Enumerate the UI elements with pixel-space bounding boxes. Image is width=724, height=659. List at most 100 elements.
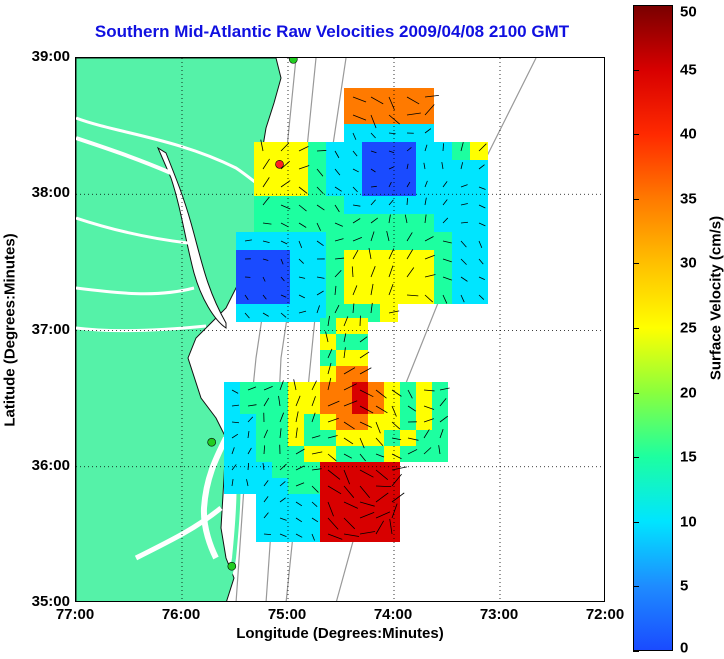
velocity-arrow — [327, 377, 332, 391]
velocity-arrow — [407, 449, 418, 455]
velocity-arrow — [391, 389, 402, 397]
velocity-arrow — [375, 405, 388, 414]
velocity-arrow — [370, 283, 374, 296]
y-tick-label: 37:00 — [31, 320, 70, 338]
velocity-arrow — [334, 204, 340, 213]
velocity-arrow — [359, 405, 374, 414]
colorbar-tick-label: 40 — [680, 125, 697, 143]
velocity-arrow — [391, 453, 402, 460]
colorbar — [633, 5, 673, 651]
x-tick-label: 77:00 — [55, 606, 95, 623]
velocity-arrow — [262, 463, 265, 471]
velocity-arrow — [244, 294, 249, 300]
velocity-arrow — [298, 165, 310, 170]
station-duck-marker — [207, 437, 216, 447]
velocity-arrow — [478, 204, 486, 209]
velocity-field-south — [224, 318, 448, 542]
velocity-arrow — [280, 240, 288, 245]
velocity-arrow — [478, 164, 485, 170]
velocity-arrow — [334, 304, 340, 314]
velocity-arrow — [298, 310, 307, 314]
velocity-arrow — [424, 180, 428, 188]
velocity-arrow — [389, 518, 393, 535]
velocity-arrow — [388, 114, 400, 125]
map-plot-area[interactable] — [75, 57, 605, 602]
velocity-arrow — [247, 386, 257, 391]
velocity-arrow — [375, 492, 389, 503]
velocity-arrow — [370, 217, 379, 224]
velocity-arrow — [439, 387, 450, 391]
velocity-arrow — [460, 258, 467, 265]
velocity-arrow — [311, 412, 316, 423]
velocity-arrow — [262, 177, 270, 188]
velocity-arrow — [352, 114, 367, 121]
velocity-arrow — [386, 230, 390, 242]
velocity-arrow — [262, 276, 266, 282]
velocity-arrow — [231, 421, 240, 424]
velocity-arrow — [298, 145, 309, 152]
velocity-arrow — [279, 412, 285, 423]
velocity-arrow — [424, 214, 427, 224]
velocity-arrow — [406, 249, 414, 260]
velocity-arrow — [424, 274, 436, 278]
velocity-arrow — [352, 285, 358, 296]
velocity-arrow — [316, 240, 324, 247]
velocity-arrow — [359, 336, 368, 343]
velocity-arrow — [262, 196, 270, 206]
velocity-arrow — [406, 96, 420, 105]
velocity-arrow — [424, 144, 428, 152]
velocity-arrow — [388, 150, 395, 154]
velocity-arrow — [343, 533, 360, 537]
colorbar-tick-mark — [633, 198, 639, 200]
velocity-arrow — [311, 451, 323, 455]
velocity-arrow — [439, 398, 447, 407]
velocity-arrow — [279, 380, 284, 391]
velocity-arrow — [375, 520, 384, 535]
velocity-arrow — [388, 214, 391, 224]
velocity-arrow — [391, 437, 402, 441]
velocity-arrow — [423, 405, 435, 410]
velocity-arrow — [279, 428, 282, 439]
velocity-arrow — [368, 247, 372, 260]
velocity-arrow — [460, 240, 467, 248]
velocity-arrow — [298, 258, 304, 264]
velocity-arrow — [439, 415, 448, 423]
river-potomac — [76, 136, 172, 175]
velocity-arrow — [298, 240, 303, 249]
velocity-arrow — [442, 181, 448, 188]
colorbar-tick-mark — [633, 328, 639, 329]
velocity-arrow — [424, 128, 432, 134]
velocity-arrow — [441, 162, 444, 170]
colorbar-tick-label: 35 — [680, 190, 697, 208]
velocity-arrow — [352, 303, 355, 314]
velocity-arrow — [460, 162, 464, 170]
colorbar-tick-label: 15 — [680, 448, 697, 466]
velocity-arrow — [423, 389, 435, 392]
x-tick-label: 72:00 — [585, 606, 625, 623]
velocity-arrow — [279, 463, 287, 471]
colorbar-tick-mark — [633, 521, 639, 523]
velocity-arrow — [343, 517, 356, 530]
velocity-arrow — [406, 163, 409, 170]
velocity-arrow — [352, 218, 361, 224]
velocity-arrow — [293, 379, 297, 391]
velocity-arrow — [352, 186, 358, 193]
velocity-arrow — [388, 310, 400, 314]
velocity-arrow — [280, 312, 287, 318]
velocity-arrow — [327, 453, 337, 462]
velocity-arrow — [343, 333, 347, 343]
velocity-arrow — [359, 437, 365, 449]
velocity-arrow — [359, 469, 374, 478]
velocity-arrow — [359, 453, 366, 462]
velocity-arrow — [280, 294, 287, 298]
velocity-arrow — [460, 294, 465, 303]
velocity-arrow — [359, 351, 370, 359]
velocity-arrow — [262, 312, 269, 317]
velocity-arrow — [316, 290, 324, 296]
velocity-arrow — [298, 204, 307, 212]
velocity-arrow — [406, 181, 411, 188]
velocity-arrow — [375, 437, 384, 447]
velocity-arrow — [325, 331, 329, 343]
colorbar-tick-mark — [633, 586, 639, 588]
velocity-arrow — [406, 147, 412, 152]
